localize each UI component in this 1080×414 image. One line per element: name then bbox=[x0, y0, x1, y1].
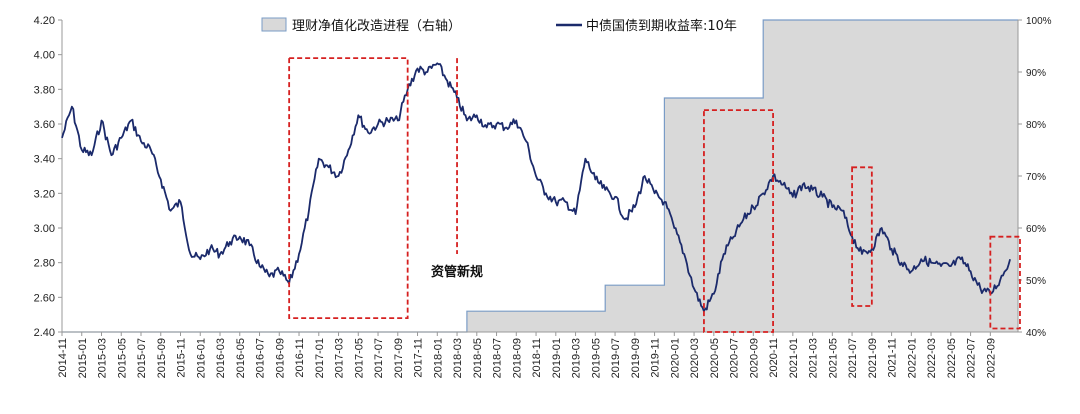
x-tick-label: 2020-07 bbox=[729, 338, 741, 378]
x-tick-label: 2015-03 bbox=[97, 338, 109, 378]
legend-label-line: 中债国债到期收益率:10年 bbox=[586, 18, 737, 34]
x-tick-label: 2022-07 bbox=[966, 338, 978, 378]
y-right-tick-label: 70% bbox=[1026, 172, 1046, 183]
y-left-tick-label: 2.80 bbox=[34, 258, 55, 270]
x-tick-label: 2016-07 bbox=[255, 338, 267, 378]
y-right-tick-label: 50% bbox=[1026, 276, 1046, 287]
y-left-tick-label: 3.60 bbox=[34, 119, 55, 131]
y-left-tick-label: 3.80 bbox=[34, 84, 55, 96]
y-right-tick-label: 100% bbox=[1026, 16, 1052, 27]
x-tick-label: 2017-09 bbox=[393, 338, 405, 378]
x-tick-label: 2018-03 bbox=[452, 338, 464, 378]
y-right-tick-label: 90% bbox=[1026, 68, 1046, 79]
x-tick-label: 2020-09 bbox=[748, 338, 760, 378]
x-tick-label: 2022-01 bbox=[906, 338, 918, 378]
x-tick-label: 2019-09 bbox=[630, 338, 642, 378]
x-tick-label: 2019-01 bbox=[551, 338, 563, 378]
annotation-box bbox=[703, 109, 774, 333]
x-tick-label: 2018-09 bbox=[511, 338, 523, 378]
x-tick-label: 2016-11 bbox=[294, 338, 306, 378]
x-tick-label: 2017-05 bbox=[353, 338, 365, 378]
legend-swatch-area bbox=[261, 17, 287, 32]
y-right-tick-label: 60% bbox=[1026, 224, 1046, 235]
x-tick-label: 2016-09 bbox=[274, 338, 286, 378]
axes-layer: 2.40 2.60 2.80 3.00 3.20 3.40 3.60 3.80 4.00 4.20… bbox=[34, 15, 1052, 378]
x-tick-label: 2019-11 bbox=[650, 338, 662, 378]
y-left-tick-label: 3.00 bbox=[34, 223, 55, 235]
x-tick-label: 2020-11 bbox=[768, 338, 780, 378]
x-tick-label: 2019-03 bbox=[571, 338, 583, 378]
x-tick-label: 2022-03 bbox=[926, 338, 938, 378]
x-tick-label: 2016-03 bbox=[215, 338, 227, 378]
y-right-tick-label: 40% bbox=[1026, 328, 1046, 339]
x-tick-label: 2021-01 bbox=[788, 338, 800, 378]
y-left-tick-label: 4.20 bbox=[34, 15, 55, 27]
x-tick-label: 2021-03 bbox=[808, 338, 820, 378]
x-tick-label: 2015-05 bbox=[116, 338, 128, 378]
x-tick-label: 2022-05 bbox=[946, 338, 958, 378]
area-layer bbox=[62, 19, 1018, 333]
y-left-tick-label: 2.40 bbox=[34, 327, 55, 339]
x-tick-label: 2022-09 bbox=[985, 338, 997, 378]
x-tick-label: 2021-11 bbox=[887, 338, 899, 378]
x-tick-label: 2020-03 bbox=[689, 338, 701, 378]
legend: 理财净值化改造进程（右轴） 中债国债到期收益率:10年 bbox=[261, 17, 737, 34]
y-left-tick-label: 3.20 bbox=[34, 188, 55, 200]
x-tick-label: 2021-09 bbox=[867, 338, 879, 378]
x-tick-label: 2015-01 bbox=[77, 338, 89, 378]
annotation-box bbox=[989, 235, 1021, 330]
x-tick-label: 2015-09 bbox=[156, 338, 168, 378]
x-tick-label: 2015-07 bbox=[136, 338, 148, 378]
area-outline-net-value-progress bbox=[62, 19, 1018, 333]
x-tick-label: 2019-07 bbox=[610, 338, 622, 378]
y-left-tick-label: 2.60 bbox=[34, 292, 55, 304]
x-tick-label: 2018-07 bbox=[492, 338, 504, 378]
x-tick-label: 2020-05 bbox=[709, 338, 721, 378]
x-tick-label: 2021-05 bbox=[827, 338, 839, 378]
x-tick-label: 2018-11 bbox=[531, 338, 543, 378]
x-tick-label: 2018-01 bbox=[432, 338, 444, 378]
annotation-box bbox=[288, 57, 409, 320]
x-tick-label: 2019-05 bbox=[590, 338, 602, 378]
y-left-tick-label: 4.00 bbox=[34, 50, 55, 62]
y-left-tick-label: 3.40 bbox=[34, 154, 55, 166]
x-tick-label: 2016-01 bbox=[195, 338, 207, 378]
x-tick-label: 2021-07 bbox=[847, 338, 859, 378]
x-tick-label: 2018-05 bbox=[472, 338, 484, 378]
legend-label-area: 理财净值化改造进程（右轴） bbox=[292, 18, 461, 34]
y-right-tick-label: 80% bbox=[1026, 120, 1046, 131]
series-line-10y-yield bbox=[61, 62, 1011, 313]
x-tick-label: 2016-05 bbox=[235, 338, 247, 378]
x-tick-label: 2015-11 bbox=[176, 338, 188, 378]
annotation-box bbox=[851, 166, 873, 307]
annotation-policy-label: 资管新规 bbox=[431, 264, 483, 280]
annotation-layer: 资管新规 bbox=[288, 57, 1021, 333]
x-tick-label: 2014-11 bbox=[57, 338, 69, 378]
x-tick-label: 2017-11 bbox=[413, 338, 425, 378]
area-fill-net-value-progress bbox=[62, 20, 1018, 332]
x-tick-label: 2017-03 bbox=[334, 338, 346, 378]
x-tick-label: 2017-01 bbox=[314, 338, 326, 378]
x-tick-label: 2020-01 bbox=[669, 338, 681, 378]
x-tick-label: 2017-07 bbox=[373, 338, 385, 378]
series-layer bbox=[61, 62, 1011, 313]
